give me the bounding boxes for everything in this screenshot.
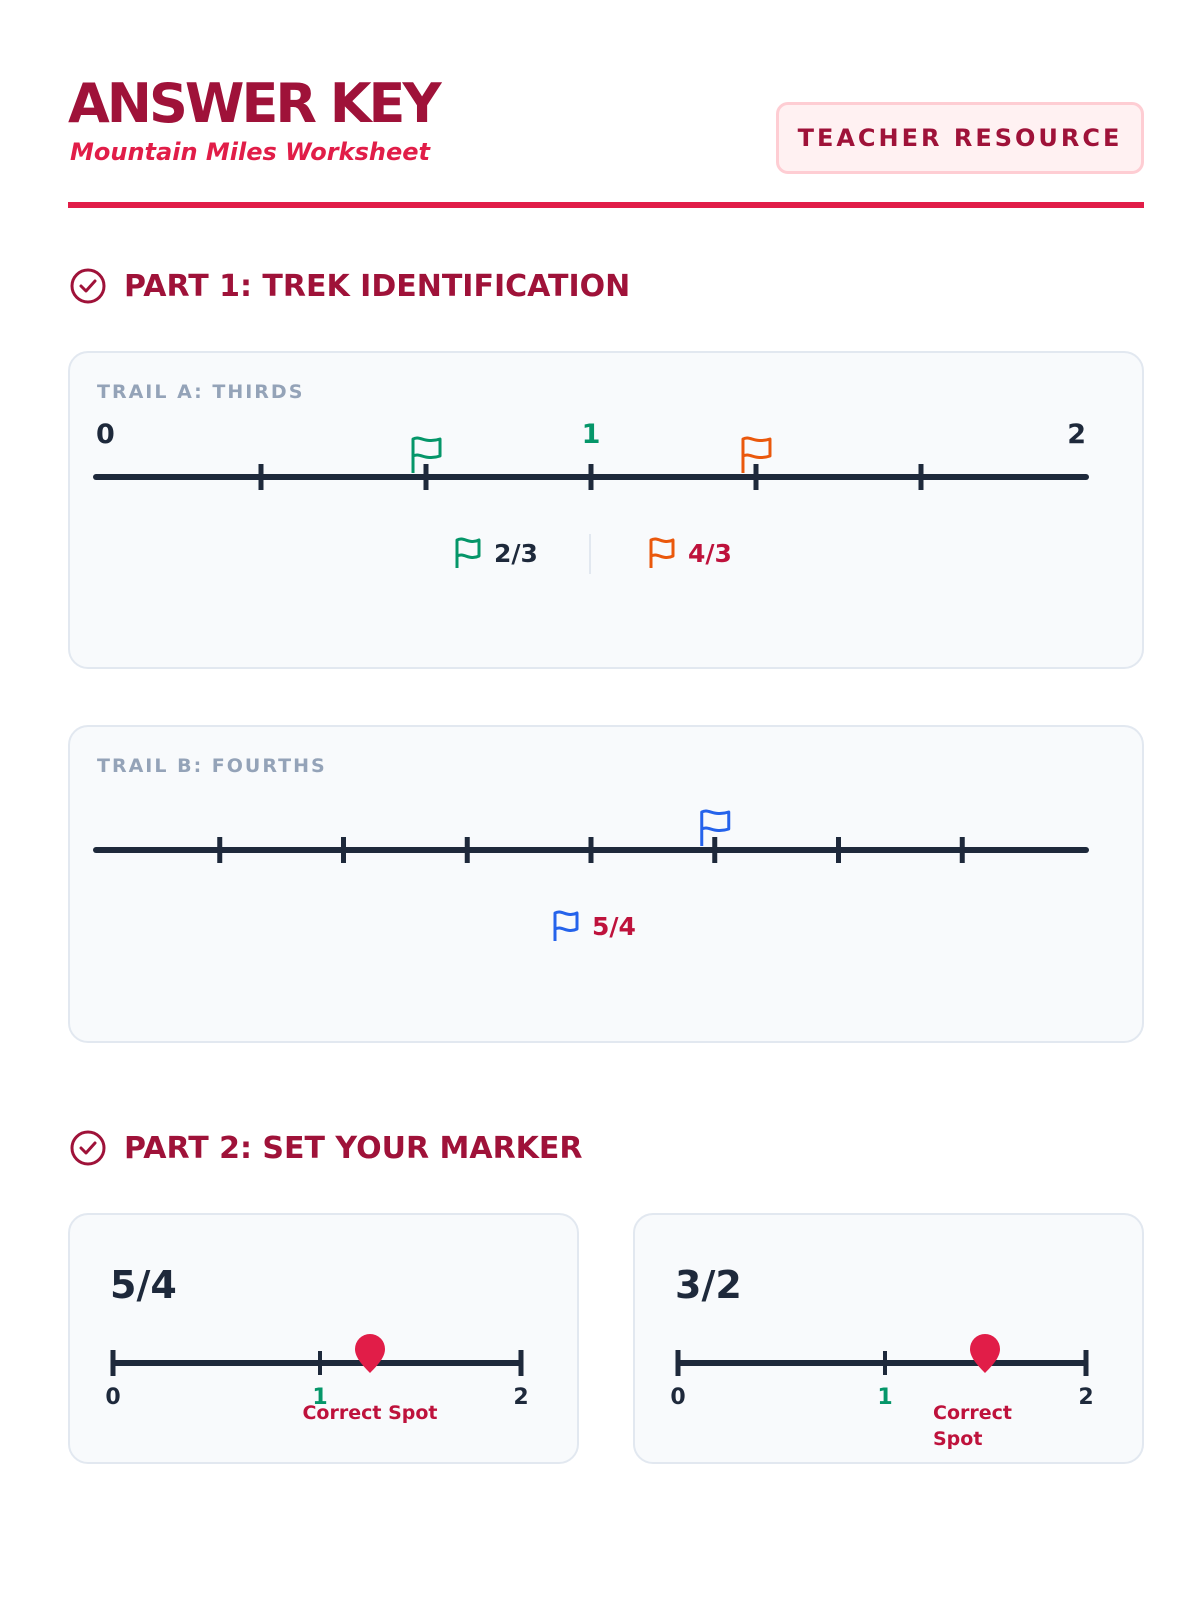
answer-5-4: 5/4 [592,911,636,941]
check-circle-icon [70,1130,106,1166]
marker-card-5-4: 5/4 0 1 2 Correct Spot [68,1213,579,1464]
trail-a-key-orange: 4/3 [646,536,732,570]
flag-marker-icon [741,436,772,473]
tick-label-0: 0 [105,1385,120,1410]
trail-a-label: TRAIL A: THIRDS [97,381,305,403]
trail-b-card: TRAIL B: FOURTHS 5/4 [68,725,1144,1043]
marker-fraction: 5/4 [110,1263,177,1307]
trail-a-card: TRAIL A: THIRDS 0 1 2 2/3 4/3 [68,351,1144,669]
badge-label: TEACHER RESOURCE [797,124,1123,152]
teacher-resource-badge: TEACHER RESOURCE [776,102,1144,174]
marker-fraction: 3/2 [675,1263,742,1307]
page-subtitle: Mountain Miles Worksheet [70,138,430,166]
trail-a-number-line: 0 1 2 [93,419,1089,490]
trail-a-label-0: 0 [96,419,115,450]
marker-number-line: 0 1 2 Correct Spot [105,1334,529,1424]
tick-label-1: 1 [312,1385,327,1410]
tick-label-2: 2 [1078,1385,1093,1410]
trail-a-label-2: 2 [1067,419,1086,450]
part2-heading: PART 2: SET YOUR MARKER [68,1128,583,1168]
marker-caption: Correct Spot [302,1402,437,1424]
flag-icon [553,910,579,941]
answer-2-3: 2/3 [494,538,538,568]
trail-a-label-1: 1 [582,419,601,450]
part2-title: PART 2: SET YOUR MARKER [124,1130,583,1166]
part1-heading: PART 1: TREK IDENTIFICATION [68,266,630,306]
tick-label-2: 2 [513,1385,528,1410]
trail-b-key-blue: 5/4 [550,909,636,943]
flag-marker-icon [700,809,731,846]
trail-a-key-green: 2/3 [452,536,538,570]
marker-caption-line-1: Correct [933,1402,1012,1424]
flag-icon [455,537,481,568]
check-circle-icon [70,268,106,304]
trail-b-number-line [93,809,1089,863]
map-pin-icon [970,1334,1000,1373]
key-separator [589,534,591,574]
page-title: ANSWER KEY [68,72,442,135]
tick-label-1: 1 [877,1385,892,1410]
tick-label-0: 0 [670,1385,685,1410]
trail-b-label: TRAIL B: FOURTHS [97,755,327,777]
marker-card-3-2: 3/2 0 1 2 Correct Spot [633,1213,1144,1464]
page-header: ANSWER KEY Mountain Miles Worksheet TEAC… [68,70,1144,210]
part1-title: PART 1: TREK IDENTIFICATION [124,268,631,304]
header-divider [68,202,1144,208]
answer-4-3: 4/3 [688,538,732,568]
flag-marker-icon [411,436,442,473]
map-pin-icon [355,1334,385,1373]
marker-number-line: 0 1 2 Correct Spot [670,1334,1094,1450]
flag-icon [649,537,675,568]
marker-caption-line-2: Spot [933,1428,982,1450]
